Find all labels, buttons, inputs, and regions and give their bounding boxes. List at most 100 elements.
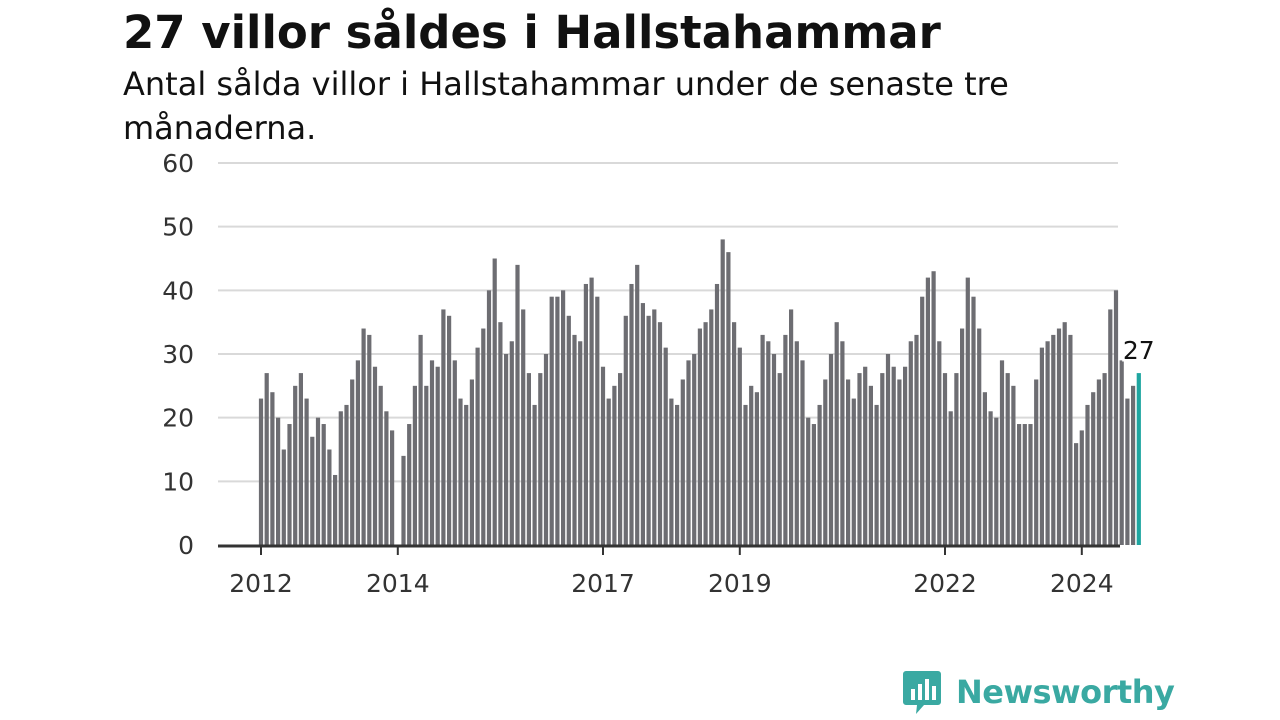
bar <box>458 398 463 545</box>
bar <box>264 373 269 545</box>
y-tick-label: 30 <box>162 340 194 369</box>
bar <box>555 296 560 545</box>
bar <box>903 366 908 545</box>
y-tick-label: 50 <box>162 213 194 242</box>
bar <box>435 366 440 545</box>
bar <box>287 424 292 545</box>
bar <box>327 449 332 545</box>
bar <box>1079 430 1084 545</box>
bar <box>367 334 372 545</box>
value-labels: 27 <box>1120 334 1157 368</box>
bar <box>937 341 942 545</box>
bar <box>1051 334 1056 545</box>
bar <box>504 354 509 545</box>
bar <box>606 398 611 545</box>
bar <box>595 296 600 545</box>
x-tick-label: 2024 <box>1050 569 1114 598</box>
bar <box>344 404 349 545</box>
y-tick-label: 20 <box>162 404 194 433</box>
bar <box>640 303 645 545</box>
bar <box>925 277 930 545</box>
newsworthy-logo-icon <box>903 671 941 714</box>
bar <box>492 258 497 545</box>
bar <box>270 392 275 545</box>
bar <box>521 309 526 545</box>
bar <box>726 252 731 545</box>
x-axis-ticks: 2012 2014 2017 2019 2022 2024 <box>229 546 1114 598</box>
bar <box>977 328 982 545</box>
bar <box>680 379 685 545</box>
bar <box>811 424 816 545</box>
bar <box>732 322 737 545</box>
bar <box>652 309 657 545</box>
bar <box>1039 347 1044 545</box>
bar <box>361 328 366 545</box>
bar <box>612 385 617 545</box>
y-tick-label: 40 <box>162 276 194 305</box>
bar <box>988 411 993 545</box>
bar <box>304 398 309 545</box>
bar <box>600 366 606 545</box>
bar <box>828 354 834 545</box>
bar <box>1034 379 1039 545</box>
bar <box>469 379 474 545</box>
bar <box>1113 290 1119 545</box>
bar <box>350 379 355 545</box>
bar <box>834 322 839 545</box>
bar <box>1085 404 1090 545</box>
bar <box>806 417 811 545</box>
bar <box>481 328 486 545</box>
bar <box>999 360 1005 545</box>
bar <box>1119 360 1124 545</box>
bar <box>868 385 873 545</box>
brand-name: Newsworthy <box>956 673 1175 711</box>
bar <box>429 360 435 545</box>
bar <box>846 379 851 545</box>
bar <box>754 392 759 545</box>
bar <box>561 290 566 545</box>
last-value-label: 27 <box>1123 336 1155 365</box>
bar <box>526 373 531 545</box>
bar <box>874 404 879 545</box>
bar <box>281 449 286 545</box>
bar <box>1017 424 1022 545</box>
bar <box>583 283 588 545</box>
bar <box>321 424 326 545</box>
bar <box>692 354 697 545</box>
bar <box>908 341 913 545</box>
bar-highlight <box>1136 373 1141 545</box>
bar <box>840 341 845 545</box>
chart-title: 27 villor såldes i Hallstahammar <box>123 6 941 59</box>
bar <box>760 334 765 545</box>
bar <box>743 404 748 545</box>
bar <box>418 334 423 545</box>
bar <box>464 404 469 545</box>
bar <box>960 328 965 545</box>
x-tick-label: 2022 <box>913 569 977 598</box>
bar <box>1028 424 1033 545</box>
bar <box>851 398 856 545</box>
bar <box>447 315 452 545</box>
bar <box>1068 334 1073 545</box>
bar <box>509 341 514 545</box>
bar <box>703 322 708 545</box>
bar <box>891 366 896 545</box>
bar <box>1011 385 1016 545</box>
bar <box>384 411 389 545</box>
bar <box>401 455 406 545</box>
bar <box>777 373 782 545</box>
bar <box>486 290 492 545</box>
x-tick-label: 2017 <box>571 569 635 598</box>
x-tick-label: 2019 <box>708 569 772 598</box>
bar <box>515 264 520 545</box>
bar <box>578 341 583 545</box>
bar <box>310 436 315 545</box>
bar <box>543 354 549 545</box>
bar <box>817 404 822 545</box>
bar <box>498 322 503 545</box>
bar <box>1022 424 1027 545</box>
bar <box>737 347 742 545</box>
bar <box>549 296 554 545</box>
bar <box>823 379 828 545</box>
